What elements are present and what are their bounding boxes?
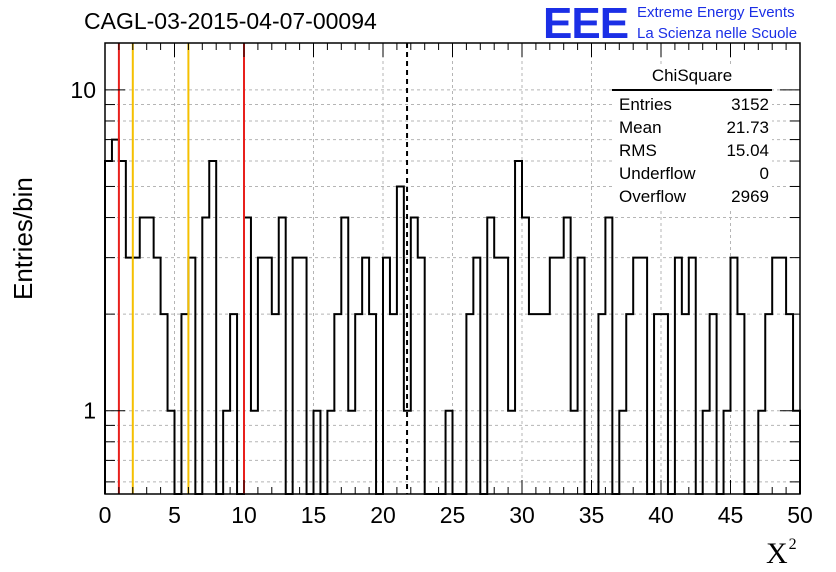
stats-value: 21.73 <box>726 118 769 137</box>
run-title: CAGL-03-2015-04-07-00094 <box>84 8 377 34</box>
stats-label: Overflow <box>619 187 687 206</box>
stats-value: 15.04 <box>726 141 769 160</box>
x-tick-label: 35 <box>579 502 605 528</box>
stats-label: RMS <box>619 141 657 160</box>
stats-label: Mean <box>619 118 662 137</box>
stats-label: Entries <box>619 95 672 114</box>
stats-row-entries: Entries 3152 <box>612 93 772 116</box>
y-tick-label: 10 <box>70 77 96 103</box>
x-tick-label: 15 <box>301 502 327 528</box>
stats-value: 0 <box>759 164 769 183</box>
x-tick-label: 30 <box>509 502 535 528</box>
x-tick-label: 20 <box>370 502 396 528</box>
y-tick-label: 1 <box>83 398 96 424</box>
stats-box: ChiSquare Entries 3152 Mean 21.73 RMS 15… <box>612 66 772 208</box>
logo-line-2: La Scienza nelle Scuole <box>637 25 798 42</box>
stats-value: 2969 <box>731 187 769 206</box>
stats-row-underflow: Underflow 0 <box>612 162 772 185</box>
stats-row-overflow: Overflow 2969 <box>612 185 772 208</box>
x-tick-label: 25 <box>440 502 466 528</box>
histogram-series-line <box>104 138 801 495</box>
stats-row-mean: Mean 21.73 <box>612 116 772 139</box>
eee-logo-mark: EEE <box>543 0 629 48</box>
x-axis-label: X2 <box>766 536 797 570</box>
stats-title: ChiSquare <box>612 66 772 91</box>
y-axis-label: Entries/bin <box>8 177 38 300</box>
x-tick-label: 40 <box>648 502 674 528</box>
x-tick-label: 0 <box>99 502 112 528</box>
stats-label: Underflow <box>619 164 696 183</box>
x-tick-label: 5 <box>168 502 181 528</box>
x-tick-label: 10 <box>231 502 257 528</box>
stats-value: 3152 <box>731 95 769 114</box>
x-tick-label: 50 <box>787 502 813 528</box>
logo-line-1: Extreme Energy Events <box>637 4 795 21</box>
eee-logo: EEE Extreme Energy Events La Scienza nel… <box>543 2 833 46</box>
stats-row-rms: RMS 15.04 <box>612 139 772 162</box>
x-tick-label: 45 <box>718 502 744 528</box>
